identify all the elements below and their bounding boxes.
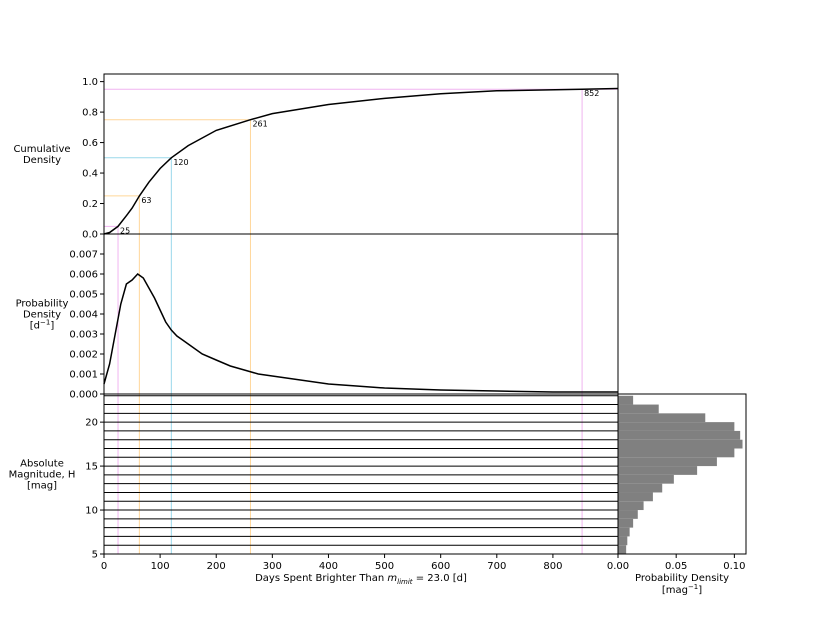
y-tick-label: 0.4 <box>82 169 98 180</box>
percentile-label: 120 <box>173 158 188 167</box>
x-tick-label: 800 <box>543 561 562 572</box>
x-tick-label: 200 <box>207 561 226 572</box>
y-axis-label: Magnitude, H <box>9 470 76 481</box>
histogram-bar <box>618 474 674 484</box>
unit-exponent: −1 <box>688 583 698 591</box>
percentile-label: 852 <box>584 89 599 98</box>
x-tick-label: 400 <box>319 561 338 572</box>
y-tick-label: 0.6 <box>82 138 98 149</box>
y-axis-label: Density <box>23 155 61 166</box>
histogram-bar <box>618 430 741 440</box>
unit: [mag <box>662 585 688 596</box>
histogram-bar <box>618 457 717 467</box>
x-tick-label: 0 <box>101 561 107 572</box>
y-tick-label: 0.005 <box>69 290 98 301</box>
x-tick-label: 0.10 <box>723 561 745 572</box>
histogram-bar <box>618 422 735 431</box>
y-tick-label: 0.001 <box>69 370 98 381</box>
y-axis-label: Probability <box>16 299 69 310</box>
x-axis-label: Days Spent Brighter Than mlimit = 23.0 [… <box>255 573 467 586</box>
y-tick-label: 5 <box>92 550 98 561</box>
data-line <box>103 273 618 393</box>
x-axis-unit: [mag−1] <box>662 583 702 596</box>
y-tick-label: 10 <box>85 506 98 517</box>
y-tick-label: 0.2 <box>82 199 98 210</box>
axes-frame <box>103 73 619 235</box>
y-tick-label: 0.000 <box>69 390 98 401</box>
histogram-bar <box>618 501 644 511</box>
y-axis-label: Absolute <box>20 459 64 470</box>
y-tick-label: 1.0 <box>82 77 98 88</box>
x-tick-label: 0.05 <box>665 561 687 572</box>
y-tick-label: 0.006 <box>69 270 98 281</box>
histogram-bar <box>618 518 634 528</box>
x-axis-label: Probability Density <box>635 573 729 584</box>
x-tick-label: 500 <box>375 561 394 572</box>
x-tick-label: 300 <box>263 561 282 572</box>
y-tick-label: 0.002 <box>69 350 98 361</box>
y-tick-label: 15 <box>85 462 98 473</box>
axes-frame <box>103 233 619 395</box>
histogram-bar <box>618 395 634 405</box>
x-tick-label: 100 <box>151 561 170 572</box>
y-tick-label: 20 <box>85 418 98 429</box>
histogram-bar <box>618 439 743 449</box>
y-tick-label: 0.8 <box>82 108 98 119</box>
label-symbol: m <box>387 573 397 584</box>
unit: ] <box>698 585 702 596</box>
unit: [d <box>30 321 40 332</box>
histogram-bar <box>618 483 663 493</box>
y-axis-label: Density <box>23 310 61 321</box>
label-suffix: = 23.0 [d] <box>413 573 467 584</box>
histogram-bar <box>618 448 735 458</box>
data-line <box>103 87 619 235</box>
percentile-label: 63 <box>141 196 151 205</box>
label-text: Days Spent Brighter Than <box>255 573 387 584</box>
y-tick-label: 0.003 <box>69 330 98 341</box>
histogram-bar <box>618 413 706 423</box>
percentile-label: 261 <box>252 120 267 129</box>
label-subscript: limit <box>397 578 413 586</box>
histogram-bar <box>618 466 698 475</box>
x-tick-label: 600 <box>431 561 450 572</box>
y-tick-label: 0.004 <box>69 310 98 321</box>
y-tick-label: 0.0 <box>82 230 98 241</box>
x-tick-label: 0.00 <box>607 561 629 572</box>
histogram-bar <box>618 527 630 537</box>
axes-frame <box>103 393 619 555</box>
histogram-bar <box>618 536 628 546</box>
histogram-bar <box>618 545 627 554</box>
y-axis-label: Cumulative <box>13 144 70 155</box>
y-tick-label: 0.007 <box>69 250 98 261</box>
histogram-bar <box>618 404 659 414</box>
histogram-bar <box>618 492 653 502</box>
unit-exponent: −1 <box>40 319 50 327</box>
percentile-label: 25 <box>120 226 130 235</box>
unit: ] <box>50 321 54 332</box>
y-axis-label: [mag] <box>27 481 57 492</box>
histogram-bar <box>618 510 638 519</box>
x-tick-label: 700 <box>487 561 506 572</box>
y-axis-unit: [d−1] <box>30 319 55 332</box>
